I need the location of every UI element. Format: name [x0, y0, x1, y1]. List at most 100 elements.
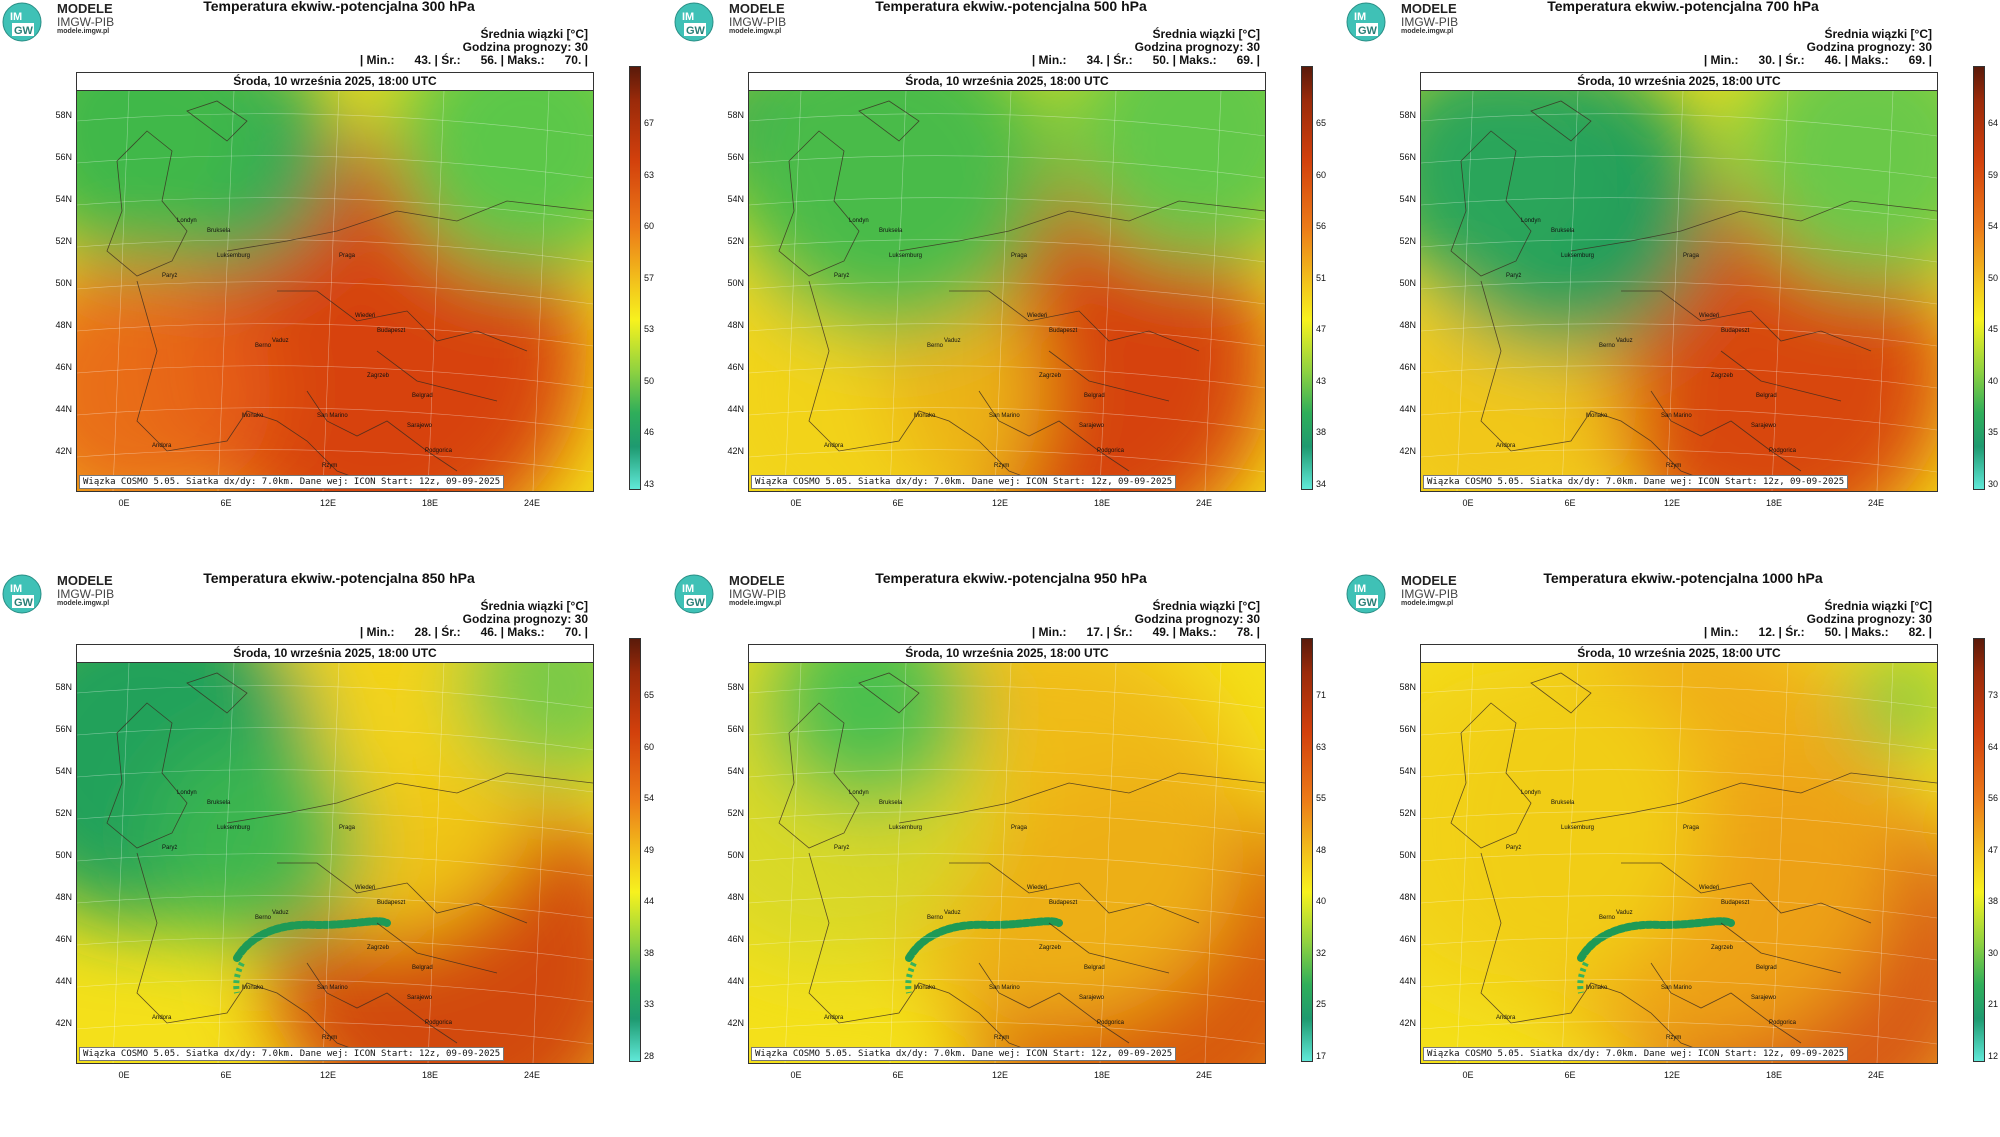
- city-label: Rzym: [322, 463, 338, 469]
- temperature-field-map[interactable]: [1421, 663, 1937, 1063]
- imgw-logo[interactable]: IM GW MODELE IMGW-PIB modele.imgw.pl: [1346, 572, 1466, 616]
- longitude-label: 12E: [1663, 1070, 1680, 1080]
- temperature-field-map[interactable]: [749, 91, 1265, 491]
- forecast-hour: Godzina prognozy: 30: [1806, 40, 1932, 54]
- colorbar-tick: 67: [644, 118, 655, 128]
- latitude-label: 42N: [727, 446, 744, 456]
- map-panel: IM GW MODELE IMGW-PIB modele.imgw.pl Temperat…: [1344, 570, 2000, 1132]
- colorbar: [629, 66, 641, 490]
- latitude-label: 50N: [727, 278, 744, 288]
- stats-block: Średnia wiązki [°C] Godzina prognozy: 30 |…: [1704, 600, 1932, 639]
- latitude-label: 52N: [727, 808, 744, 818]
- city-label: San Marino: [317, 985, 348, 991]
- city-label: Wiedeń: [1699, 885, 1720, 891]
- latitude-label: 54N: [55, 766, 72, 776]
- colorbar-tick: 30: [1988, 947, 1999, 958]
- colorbar: [1973, 66, 1985, 490]
- model-credit: Wiązka COSMO 5.05. Siatka dx/dy: 7.0km. …: [1423, 475, 1849, 489]
- imgw-logo-icon: IM GW: [674, 2, 714, 42]
- colorbar-tick: 47: [1316, 324, 1327, 334]
- longitude-label: 24E: [1867, 498, 1884, 508]
- imgw-logo[interactable]: IM GW MODELE IMGW-PIB modele.imgw.pl: [2, 0, 122, 44]
- mean-label: Średnia wiązki [°C]: [480, 27, 589, 41]
- map-panel: IM GW MODELE IMGW-PIB modele.imgw.pl Temperat…: [672, 0, 1340, 560]
- longitude-label: 18E: [1765, 498, 1782, 508]
- colorbar-tick: 50: [1988, 272, 1999, 283]
- colorbar-tick: 33: [644, 999, 655, 1009]
- city-label: Praga: [1683, 825, 1700, 831]
- longitude-label: 24E: [523, 498, 540, 508]
- city-label: Monako: [242, 413, 264, 419]
- colorbar-tick: 54: [1988, 221, 1999, 231]
- city-label: Rzym: [994, 1035, 1010, 1041]
- valid-date: Środa, 10 września 2025, 18:00 UTC: [749, 73, 1265, 91]
- map-panel: IM GW MODELE IMGW-PIB modele.imgw.pl Temperat…: [0, 570, 668, 1132]
- latitude-label: 56N: [55, 152, 72, 162]
- city-label: Budapeszt: [1721, 328, 1750, 334]
- latitude-label: 44N: [55, 404, 72, 414]
- imgw-logo[interactable]: IM GW MODELE IMGW-PIB modele.imgw.pl: [2, 572, 122, 616]
- latitude-label: 56N: [55, 724, 72, 734]
- colorbar-tick: 43: [1316, 375, 1327, 386]
- city-label: San Marino: [989, 413, 1020, 419]
- city-label: Sarajewo: [1751, 995, 1777, 1001]
- latitude-label: 42N: [1399, 446, 1416, 456]
- colorbar-tick: 34: [1316, 478, 1327, 489]
- latitude-label: 48N: [1399, 320, 1416, 330]
- city-label: Zagrzeb: [1711, 945, 1734, 951]
- city-label: Sarajewo: [1079, 423, 1105, 429]
- city-label: Belgrad: [1756, 965, 1777, 971]
- latitude-label: 46N: [55, 362, 72, 372]
- city-label: Podgorica: [1769, 1020, 1797, 1026]
- city-label: Berno: [255, 343, 272, 349]
- city-label: Wiedeń: [1699, 313, 1720, 319]
- colorbar-tick: 40: [1316, 896, 1327, 906]
- colorbar-tick: 45: [1988, 324, 1999, 334]
- longitude-label: 18E: [1093, 1070, 1110, 1080]
- latitude-label: 58N: [55, 682, 72, 692]
- logo-line3: modele.imgw.pl: [1401, 600, 1454, 608]
- temperature-field-map[interactable]: [749, 663, 1265, 1063]
- city-label: Rzym: [1666, 463, 1682, 469]
- map-title: Temperatura ekwiw.-potencjalna 300 hPa: [203, 0, 475, 14]
- logo-line3: modele.imgw.pl: [729, 600, 782, 608]
- longitude-label: 12E: [319, 498, 336, 508]
- imgw-logo[interactable]: IM GW MODELE IMGW-PIB modele.imgw.pl: [674, 0, 794, 44]
- colorbar-tick: 40: [1988, 375, 1999, 386]
- temperature-field-map[interactable]: [77, 91, 593, 491]
- temperature-field-map[interactable]: [1421, 91, 1937, 491]
- temperature-field-map[interactable]: [77, 663, 593, 1063]
- imgw-logo[interactable]: IM GW MODELE IMGW-PIB modele.imgw.pl: [1346, 0, 1466, 44]
- city-label: Rzym: [994, 463, 1010, 469]
- city-label: Andora: [824, 443, 844, 449]
- latitude-label: 54N: [1399, 194, 1416, 204]
- colorbar-tick: 28: [644, 1050, 655, 1061]
- city-label: Vaduz: [1616, 338, 1633, 344]
- city-label: Belgrad: [1084, 393, 1105, 399]
- colorbar: [1301, 638, 1313, 1062]
- latitude-label: 56N: [1399, 152, 1416, 162]
- colorbar-tick: 73: [1988, 690, 1999, 700]
- city-label: Vaduz: [1616, 910, 1633, 916]
- city-label: Praga: [339, 825, 356, 831]
- mean-label: Średnia wiązki [°C]: [1824, 27, 1933, 41]
- city-label: Paryż: [1506, 273, 1522, 279]
- forecast-hour: Godzina prognozy: 30: [462, 40, 588, 54]
- logo-line3: modele.imgw.pl: [57, 28, 110, 36]
- logo-badge-top: IM: [682, 583, 694, 595]
- map-frame: Środa, 10 września 2025, 18:00 UTC Wiązka…: [76, 644, 594, 1064]
- forecast-hour: Godzina prognozy: 30: [462, 612, 588, 626]
- city-label: Sarajewo: [1751, 423, 1777, 429]
- coastlines-borders: [1450, 672, 1937, 1059]
- city-label: Monako: [1586, 413, 1608, 419]
- city-label: Luksemburg: [217, 253, 251, 259]
- colorbar-tick: 65: [644, 690, 655, 700]
- imgw-logo[interactable]: IM GW MODELE IMGW-PIB modele.imgw.pl: [674, 572, 794, 616]
- longitude-label: 0E: [1462, 1070, 1474, 1080]
- logo-text: MODELE IMGW-PIB modele.imgw.pl: [729, 2, 786, 36]
- city-label: San Marino: [989, 985, 1020, 991]
- longitude-label: 24E: [1195, 1070, 1212, 1080]
- colorbar-tick: 65: [1316, 118, 1327, 128]
- mean-label: Średnia wiązki [°C]: [1152, 27, 1261, 41]
- logo-line2: IMGW-PIB: [57, 586, 115, 601]
